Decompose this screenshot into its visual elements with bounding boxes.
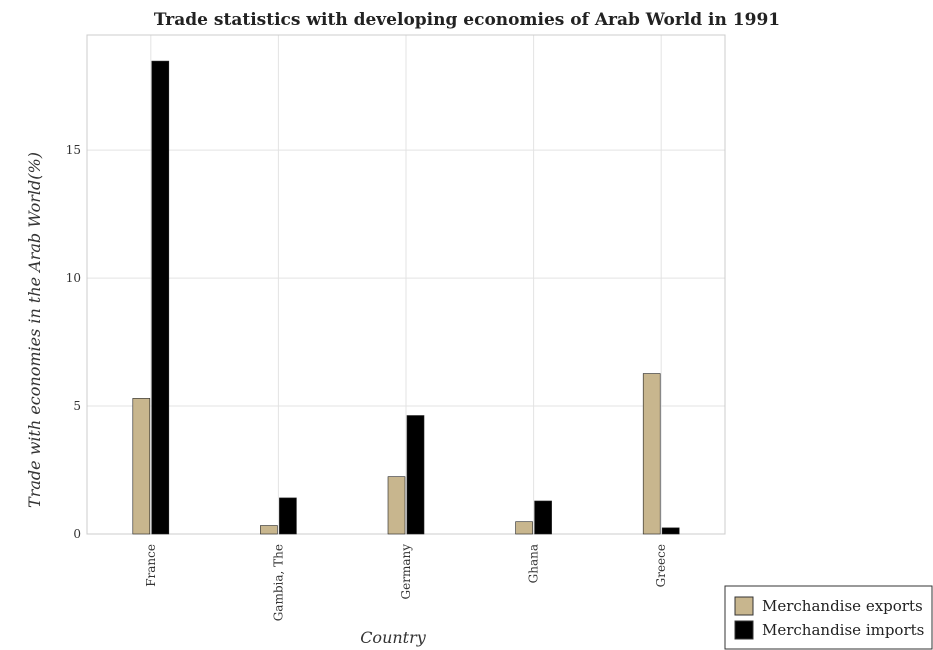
x-axis-ticks: France Gambia, The Germany Ghana Greece [144,544,668,621]
legend-label-imports: Merchandise imports [762,621,924,639]
bar-exports-gambia-the [260,526,277,534]
bar-imports-ghana [535,501,552,534]
y-axis-ticks: 0 5 10 15 [66,143,81,541]
x-tick-label: Ghana [527,544,541,583]
y-tick-label: 10 [66,271,81,285]
bar-imports-germany [407,416,424,534]
x-tick-label: Gambia, The [271,544,285,621]
y-tick-label: 5 [73,399,81,413]
y-tick-label: 15 [66,143,81,157]
x-tick-label: Greece [654,544,668,587]
bar-exports-germany [388,477,405,534]
legend-swatch-imports [735,621,753,639]
bar-exports-greece [643,374,660,534]
x-tick-label: Germany [399,544,413,600]
bar-exports-france [133,398,150,534]
grid [87,35,725,534]
bar-imports-france [152,61,169,534]
y-tick-label: 0 [73,527,81,541]
legend: Merchandise exports Merchandise imports [725,586,932,649]
bar-exports-ghana [516,522,533,534]
legend-label-exports: Merchandise exports [762,597,923,615]
bar-imports-gambia-the [279,498,296,534]
chart-title: Trade statistics with developing economi… [154,10,780,30]
bar-imports-greece [662,528,679,534]
x-tick-label: France [144,544,158,587]
legend-swatch-exports [735,597,753,615]
y-axis-title: Trade with economies in the Arab World(%… [25,152,44,508]
legend-box [725,586,932,649]
x-axis-title: Country [360,628,427,647]
